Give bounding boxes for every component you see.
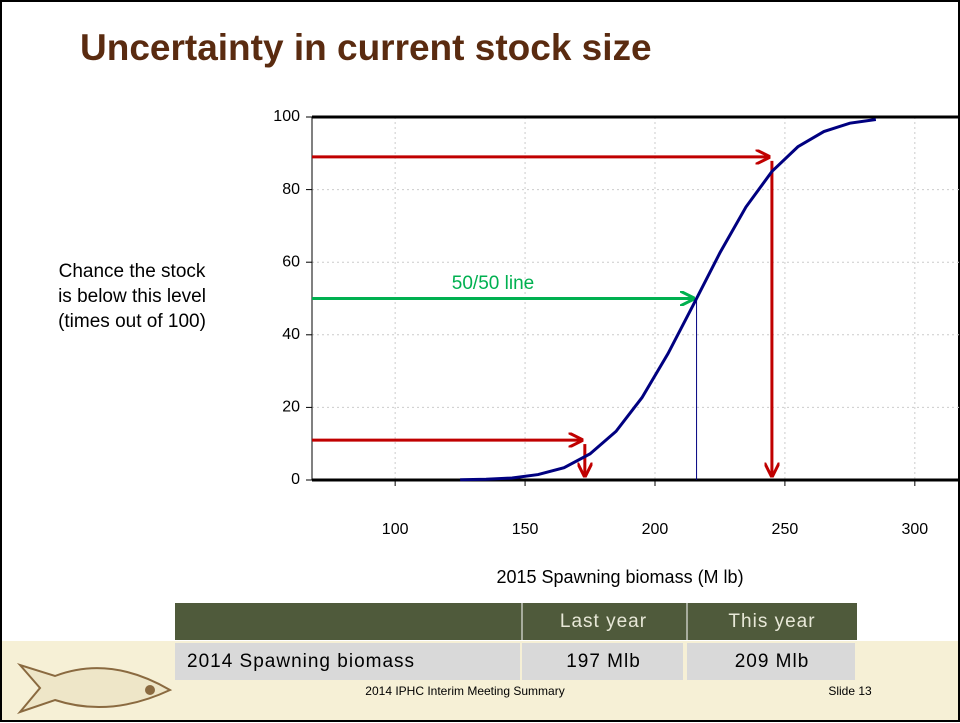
slide: Uncertainty in current stock size Last y… bbox=[0, 0, 960, 723]
y-tick-label: 20 bbox=[282, 399, 300, 416]
table-cell-text: 2014 Spawning biomass bbox=[187, 651, 415, 672]
y-axis-label: Chance the stock bbox=[59, 261, 206, 282]
table-header-cell: Last year bbox=[560, 611, 647, 632]
x-tick-label: 250 bbox=[772, 521, 799, 538]
table-cell-text: 209 Mlb bbox=[735, 651, 810, 672]
annotation: 50/50 line bbox=[452, 273, 534, 294]
x-tick-label: 100 bbox=[382, 521, 409, 538]
x-axis-label: 2015 Spawning biomass (M lb) bbox=[496, 567, 743, 587]
y-tick-label: 100 bbox=[273, 108, 300, 125]
y-axis-label: is below this level bbox=[58, 286, 206, 307]
x-tick-label: 200 bbox=[642, 521, 669, 538]
table-header-cell: This year bbox=[728, 611, 815, 632]
footer-center: 2014 IPHC Interim Meeting Summary bbox=[365, 684, 564, 698]
y-tick-label: 40 bbox=[282, 326, 300, 343]
table-cell-text: 197 Mlb bbox=[566, 651, 641, 672]
y-axis-label: (times out of 100) bbox=[58, 311, 206, 332]
y-tick-label: 80 bbox=[282, 181, 300, 198]
slide-title: Uncertainty in current stock size bbox=[80, 27, 652, 68]
footer-right: Slide 13 bbox=[828, 684, 872, 698]
y-tick-label: 0 bbox=[291, 471, 300, 488]
x-tick-label: 150 bbox=[512, 521, 539, 538]
x-tick-label: 300 bbox=[901, 521, 928, 538]
y-tick-label: 60 bbox=[282, 253, 300, 270]
